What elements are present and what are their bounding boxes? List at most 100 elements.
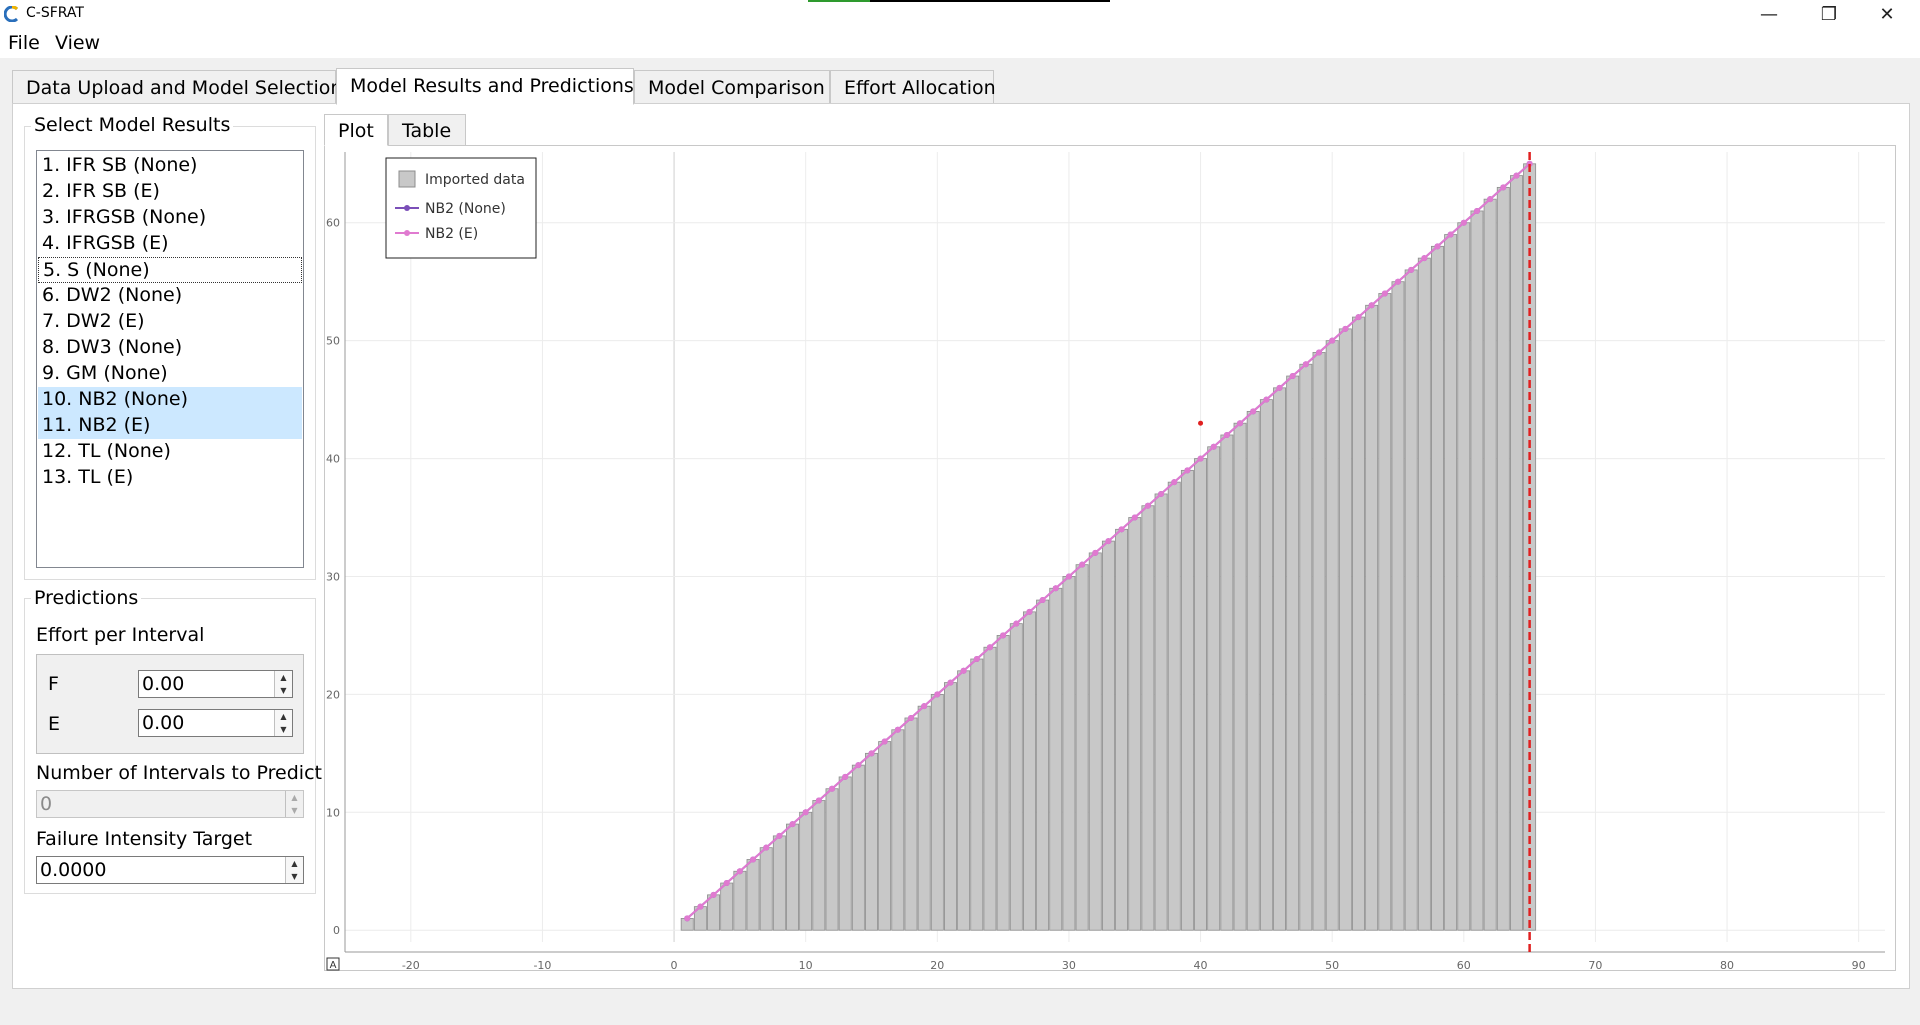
series-point — [1118, 526, 1125, 533]
x-tick-label: 10 — [799, 959, 813, 972]
series-point — [1079, 561, 1086, 568]
chart-bar — [930, 693, 944, 931]
chart-bar — [1352, 316, 1365, 931]
series-point — [1131, 514, 1138, 521]
series-point — [1408, 266, 1415, 273]
chart-bar — [1273, 387, 1286, 931]
chart-bar — [970, 658, 984, 931]
y-tick-label: 10 — [326, 806, 340, 819]
menu-view[interactable]: View — [55, 32, 101, 54]
series-point — [697, 903, 704, 910]
effort-f-stepper[interactable]: ▲ ▼ — [274, 671, 292, 697]
chart-bar — [1128, 517, 1142, 931]
intervals-spinbox[interactable]: 0 ▲ ▼ — [36, 790, 304, 818]
effort-e-spinbox[interactable]: 0.00 ▲ ▼ — [138, 709, 293, 737]
chart-bar — [1049, 587, 1063, 931]
intensity-target-value: 0.0000 — [40, 859, 107, 881]
spin-up-icon[interactable]: ▲ — [291, 793, 298, 802]
list-item[interactable]: 3. IFRGSB (None) — [42, 206, 207, 228]
chart-bar — [1259, 399, 1273, 931]
chart-bar — [1470, 210, 1484, 931]
close-button[interactable]: ✕ — [1879, 3, 1895, 25]
series-point — [973, 656, 980, 663]
chart-bar — [1141, 505, 1155, 931]
effort-f-label: F — [48, 673, 59, 695]
chart-bar — [1207, 446, 1221, 931]
list-item[interactable]: 7. DW2 (E) — [42, 310, 145, 332]
series-point — [921, 703, 928, 710]
chart-bar — [1509, 175, 1523, 931]
intensity-target-stepper[interactable]: ▲ ▼ — [285, 857, 303, 883]
series-point — [1394, 278, 1401, 285]
plot-area[interactable]: -20 -10 0 10 20 30 40 50 60 70 80 90 0 10 20 30 40 50 60 Im… — [324, 145, 1897, 972]
tab-effort-allocation[interactable]: Effort Allocation — [830, 70, 996, 104]
chart-bar — [944, 682, 957, 931]
series-point — [1355, 314, 1362, 321]
chart-bar — [1101, 540, 1115, 931]
series-point — [789, 821, 796, 828]
list-item[interactable]: 9. GM (None) — [42, 362, 168, 384]
spin-down-icon[interactable]: ▼ — [291, 806, 298, 815]
spin-down-icon[interactable]: ▼ — [280, 725, 287, 734]
series-point — [960, 667, 967, 674]
subtab-table[interactable]: Table — [388, 114, 466, 146]
series-point — [1144, 502, 1151, 509]
intervals-label: Number of Intervals to Predict — [36, 762, 322, 784]
chart-bar — [1194, 458, 1208, 931]
window-title: C-SFRAT — [26, 5, 84, 21]
results-chart[interactable]: -20 -10 0 10 20 30 40 50 60 70 80 90 0 10 20 30 40 50 60 Im… — [325, 146, 1897, 972]
intensity-target-spinbox[interactable]: 0.0000 ▲ ▼ — [36, 856, 304, 884]
series-point — [750, 856, 757, 863]
tab-model-comparison[interactable]: Model Comparison — [634, 70, 830, 104]
effort-f-spinbox[interactable]: 0.00 ▲ ▼ — [138, 670, 293, 698]
list-item[interactable]: 12. TL (None) — [42, 440, 171, 462]
chart-bar — [1404, 269, 1418, 931]
chart-bar — [1075, 564, 1089, 931]
list-item[interactable]: 4. IFRGSB (E) — [42, 232, 169, 254]
x-tick-label: 40 — [1194, 959, 1208, 972]
spin-down-icon[interactable]: ▼ — [291, 872, 298, 881]
series-point — [1487, 196, 1494, 203]
series-point — [1289, 373, 1296, 380]
effort-e-stepper[interactable]: ▲ ▼ — [274, 710, 292, 736]
chart-bar — [904, 717, 918, 931]
menu-file[interactable]: File — [8, 32, 40, 54]
chart-bar — [1009, 623, 1023, 931]
maximize-button[interactable]: ❐ — [1820, 3, 1838, 25]
list-item[interactable]: 2. IFR SB (E) — [42, 180, 160, 202]
intervals-stepper[interactable]: ▲ ▼ — [285, 791, 303, 817]
series-point — [907, 714, 914, 721]
intervals-value: 0 — [40, 793, 53, 815]
model-results-list[interactable]: 1. IFR SB (None) 2. IFR SB (E) 3. IFRGSB… — [36, 150, 304, 568]
spin-up-icon[interactable]: ▲ — [280, 673, 287, 682]
legend-swatch-bars — [398, 170, 416, 188]
spin-up-icon[interactable]: ▲ — [291, 859, 298, 868]
series-point — [1039, 597, 1046, 604]
chart-bar — [1431, 245, 1444, 931]
tab-model-results[interactable]: Model Results and Predictions — [336, 68, 634, 105]
chart-bar — [1378, 293, 1392, 931]
chart-bar — [996, 635, 1010, 931]
spin-down-icon[interactable]: ▼ — [280, 686, 287, 695]
series-point — [776, 832, 783, 839]
list-item[interactable]: 6. DW2 (None) — [42, 284, 183, 306]
list-item[interactable]: 10. NB2 (None) — [38, 387, 302, 413]
spin-up-icon[interactable]: ▲ — [280, 712, 287, 721]
list-item[interactable]: 8. DW3 (None) — [42, 336, 183, 358]
subtab-plot[interactable]: Plot — [324, 114, 388, 146]
title-strip — [808, 0, 1110, 2]
chart-bar — [1417, 257, 1431, 931]
chart-bar — [759, 847, 773, 931]
list-item[interactable]: 1. IFR SB (None) — [42, 154, 198, 176]
x-tick-label: 80 — [1720, 959, 1734, 972]
series-point — [1434, 243, 1441, 250]
chart-bar — [878, 741, 892, 931]
list-item[interactable]: 13. TL (E) — [42, 466, 134, 488]
list-item[interactable]: 11. NB2 (E) — [38, 413, 302, 439]
chart-bar — [1167, 481, 1181, 931]
minimize-button[interactable]: — — [1760, 3, 1778, 25]
tab-data-upload[interactable]: Data Upload and Model Selection — [12, 70, 342, 104]
list-item[interactable]: 5. S (None) — [38, 257, 302, 283]
series-point — [986, 644, 993, 651]
chart-bar — [772, 835, 786, 931]
